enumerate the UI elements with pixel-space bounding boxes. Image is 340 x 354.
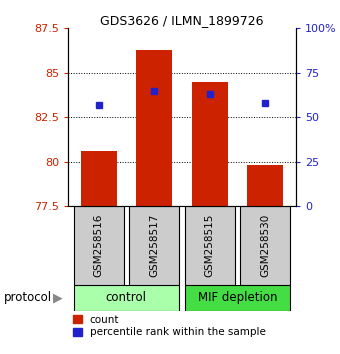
Bar bbox=[136, 50, 172, 206]
Text: control: control bbox=[106, 291, 147, 304]
Bar bbox=[192, 82, 228, 206]
Text: GSM258515: GSM258515 bbox=[205, 214, 215, 277]
Bar bbox=[247, 165, 283, 206]
Bar bbox=[129, 206, 179, 285]
Bar bbox=[185, 206, 235, 285]
Bar bbox=[81, 151, 117, 206]
Bar bbox=[73, 285, 179, 311]
Text: GSM258516: GSM258516 bbox=[94, 214, 104, 277]
Bar bbox=[240, 206, 290, 285]
Bar bbox=[73, 206, 123, 285]
Legend: count, percentile rank within the sample: count, percentile rank within the sample bbox=[73, 315, 266, 337]
Text: GSM258517: GSM258517 bbox=[149, 214, 159, 277]
Text: GSM258530: GSM258530 bbox=[260, 214, 270, 277]
Text: protocol: protocol bbox=[3, 291, 52, 304]
Title: GDS3626 / ILMN_1899726: GDS3626 / ILMN_1899726 bbox=[100, 14, 264, 27]
Bar bbox=[185, 285, 290, 311]
Text: MIF depletion: MIF depletion bbox=[198, 291, 277, 304]
Text: ▶: ▶ bbox=[53, 291, 62, 304]
